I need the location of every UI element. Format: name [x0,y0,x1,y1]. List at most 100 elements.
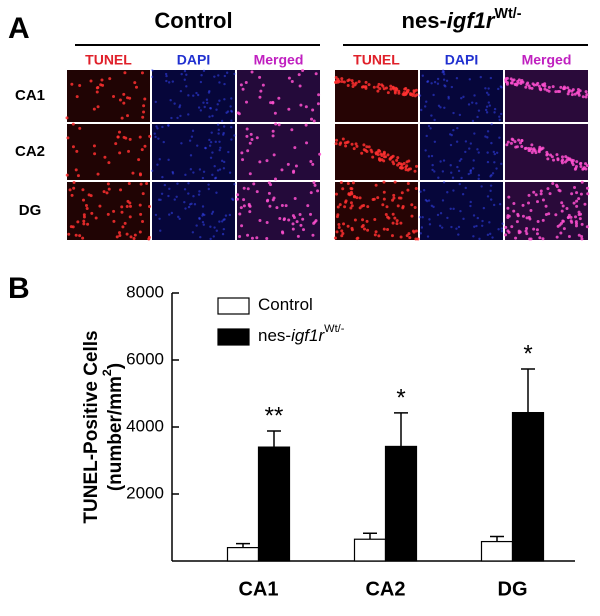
cell-dot [469,142,473,145]
cell-dot [386,153,390,157]
cell-dot [195,224,198,227]
cell-dot [209,106,212,110]
cell-dot [346,182,350,186]
cell-dot [223,82,226,86]
cell-dot [541,218,545,222]
cell-dot [428,218,431,221]
cell-dot [294,164,298,168]
y-tick-label: 2000 [126,483,164,502]
cell-dot [127,149,131,153]
cell-dot [66,136,70,140]
cell-dot [452,128,455,132]
y-tick-label: 8000 [126,282,164,301]
cell-dot [485,111,489,114]
cell-dot [477,109,481,112]
cell-dot [450,85,454,89]
cell-dot [318,152,322,156]
group-title-italic: igf1r [447,8,496,33]
group-title-part: Control [154,8,232,33]
cell-dot [74,233,78,237]
cell-dot [416,237,420,241]
cell-dot [277,123,281,127]
cell-dot [184,173,187,177]
panel-label: A [8,12,30,45]
cell-dot [479,75,482,79]
cell-dot [538,236,542,240]
cell-dot [480,185,483,188]
cell-dot [128,215,132,219]
cell-dot [112,94,116,98]
cell-dot [290,128,294,132]
cell-dot [150,75,154,79]
cell-dot [228,213,232,217]
cell-dot [255,190,259,194]
cell-dot [489,189,492,193]
cell-dot [271,134,275,138]
cell-dot [245,100,249,104]
cell-dot [469,169,472,173]
cell-dot [127,182,131,186]
cell-dot [481,219,484,223]
cell-dot [484,135,487,138]
cell-dot [214,140,217,144]
cell-dot [201,176,205,180]
cell-dot [366,205,370,209]
cell-dot [312,181,316,185]
cell-dot [238,235,242,239]
column-label: DAPI [177,52,210,68]
cell-dot [462,217,465,221]
legend-label-sup: Wt/- [324,323,345,335]
cell-dot [469,204,472,208]
cell-dot [159,229,162,232]
legend-label-part: nes- [258,326,291,345]
cell-dot [418,94,422,97]
cell-dot [96,172,100,176]
cell-dot [505,82,509,86]
cell-dot [374,152,378,156]
cell-dot [537,84,541,88]
cell-dot [554,213,558,217]
cell-dot [376,196,380,200]
cell-dot [480,224,484,228]
cell-dot [151,69,154,72]
cell-dot [150,169,154,173]
cell-dot [140,71,144,75]
cell-dot [129,235,133,239]
y-axis-label-part: (number/mm [105,376,126,491]
cell-dot [580,180,584,184]
cell-dot [170,211,174,215]
cell-dot [208,138,211,142]
cell-dot [231,198,235,202]
cell-dot [173,102,176,105]
cell-dot [366,228,370,232]
cell-dot [309,191,313,195]
cell-dot [581,95,585,99]
cell-dot [192,194,195,198]
cell-dot [362,143,366,147]
cell-dot [526,81,530,85]
cell-dot [449,143,453,147]
cell-dot [579,192,583,196]
cell-dot [259,89,263,93]
cell-dot [505,76,509,80]
cell-dot [492,150,496,154]
cell-dot [458,159,462,163]
cell-dot [538,87,542,91]
y-axis-label: (number/mm2) [100,363,126,491]
cell-dot [114,142,118,146]
cell-dot [574,215,578,219]
cell-dot [250,138,254,142]
cell-dot [475,102,478,105]
cell-dot [235,197,239,201]
cell-dot [410,214,414,218]
cell-dot [557,188,561,192]
cell-dot [511,138,515,142]
cell-dot [71,122,75,126]
cell-dot [425,134,428,138]
cell-dot [428,223,432,226]
cell-dot [311,162,315,166]
cell-dot [555,185,559,189]
cell-dot [462,95,465,99]
cell-dot [409,93,413,97]
cell-dot [498,136,501,139]
